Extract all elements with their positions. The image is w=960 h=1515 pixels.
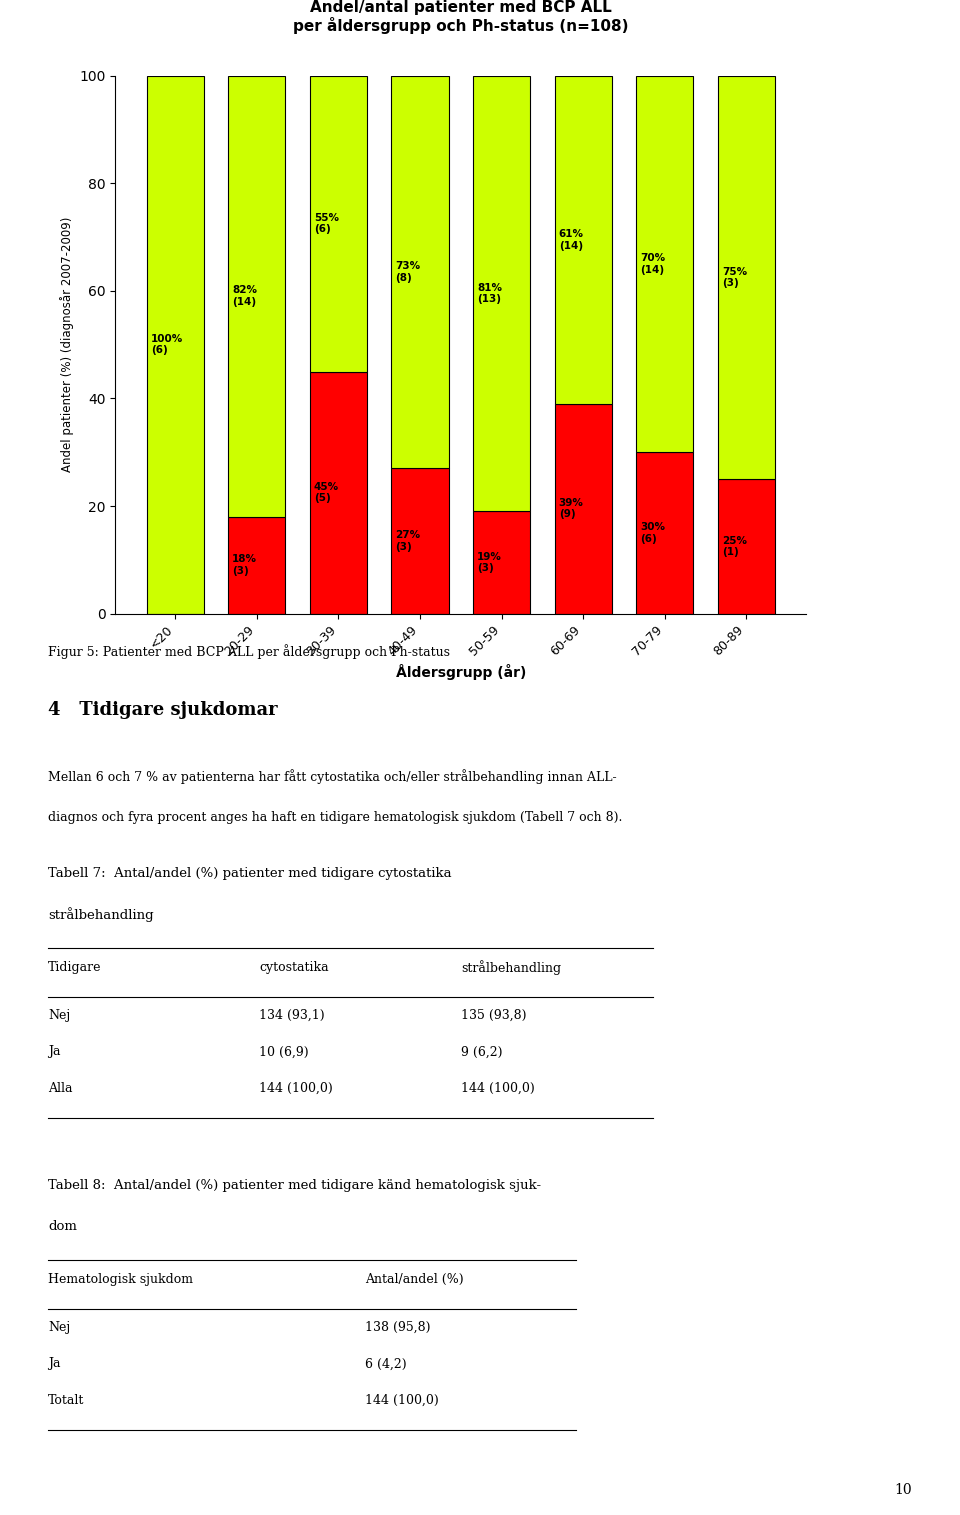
- Text: 82%
(14): 82% (14): [232, 285, 257, 308]
- Text: Tabell 7:  Antal/andel (%) patienter med tidigare cytostatika: Tabell 7: Antal/andel (%) patienter med …: [48, 867, 451, 880]
- Text: 100%
(6): 100% (6): [151, 333, 183, 356]
- Text: cytostatika: cytostatika: [259, 961, 329, 974]
- Text: 81%
(13): 81% (13): [477, 283, 502, 305]
- Text: 39%
(9): 39% (9): [559, 498, 584, 520]
- Text: Mellan 6 och 7 % av patienterna har fått cytostatika och/eller strålbehandling i: Mellan 6 och 7 % av patienterna har fått…: [48, 770, 616, 785]
- Text: Alla: Alla: [48, 1082, 73, 1095]
- Text: 4   Tidigare sjukdomar: 4 Tidigare sjukdomar: [48, 701, 277, 720]
- X-axis label: Åldersgrupp (år): Åldersgrupp (år): [396, 664, 526, 680]
- Text: 10 (6,9): 10 (6,9): [259, 1045, 309, 1059]
- Text: 10: 10: [895, 1483, 912, 1497]
- Text: 134 (93,1): 134 (93,1): [259, 1009, 324, 1023]
- Title: Andel/antal patienter med BCP ALL
per åldersgrupp och Ph-status (n=108): Andel/antal patienter med BCP ALL per ål…: [293, 0, 629, 35]
- Text: strålbehandling: strålbehandling: [461, 961, 561, 976]
- Text: 45%
(5): 45% (5): [314, 482, 339, 503]
- Text: 30%
(6): 30% (6): [640, 523, 665, 544]
- Bar: [473, 76, 530, 512]
- Text: 144 (100,0): 144 (100,0): [365, 1394, 439, 1407]
- Text: Totalt: Totalt: [48, 1394, 84, 1407]
- Text: 73%
(8): 73% (8): [396, 261, 420, 283]
- Text: 25%
(1): 25% (1): [722, 535, 747, 558]
- Bar: [147, 76, 204, 614]
- Bar: [555, 405, 612, 614]
- Text: 61%
(14): 61% (14): [559, 229, 584, 250]
- Bar: [228, 76, 285, 517]
- Bar: [718, 76, 775, 479]
- Text: Antal/andel (%): Antal/andel (%): [365, 1273, 464, 1286]
- Text: 19%
(3): 19% (3): [477, 551, 502, 573]
- Text: 75%
(3): 75% (3): [722, 267, 747, 288]
- Text: 9 (6,2): 9 (6,2): [461, 1045, 502, 1059]
- Text: Tabell 8:  Antal/andel (%) patienter med tidigare känd hematologisk sjuk-: Tabell 8: Antal/andel (%) patienter med …: [48, 1179, 541, 1192]
- Text: 144 (100,0): 144 (100,0): [461, 1082, 535, 1095]
- Text: diagnos och fyra procent anges ha haft en tidigare hematologisk sjukdom (Tabell : diagnos och fyra procent anges ha haft e…: [48, 811, 622, 824]
- Bar: [473, 512, 530, 614]
- Text: 27%
(3): 27% (3): [396, 530, 420, 551]
- Y-axis label: Andel patienter (%) (diagnosår 2007-2009): Andel patienter (%) (diagnosår 2007-2009…: [60, 217, 74, 473]
- Text: 135 (93,8): 135 (93,8): [461, 1009, 526, 1023]
- Bar: [636, 76, 693, 451]
- Text: 6 (4,2): 6 (4,2): [365, 1357, 406, 1371]
- Text: Hematologisk sjukdom: Hematologisk sjukdom: [48, 1273, 193, 1286]
- Text: Ja: Ja: [48, 1045, 60, 1059]
- Text: Tidigare: Tidigare: [48, 961, 102, 974]
- Text: Nej: Nej: [48, 1009, 70, 1023]
- Bar: [555, 76, 612, 405]
- Bar: [636, 451, 693, 614]
- Bar: [392, 468, 448, 614]
- Text: Ja: Ja: [48, 1357, 60, 1371]
- Text: strålbehandling: strålbehandling: [48, 907, 154, 923]
- Bar: [310, 371, 367, 614]
- Bar: [310, 76, 367, 371]
- Text: 144 (100,0): 144 (100,0): [259, 1082, 333, 1095]
- Text: Nej: Nej: [48, 1321, 70, 1335]
- Text: 55%
(6): 55% (6): [314, 212, 339, 235]
- Text: Figur 5: Patienter med BCP ALL per åldersgrupp och Ph-status: Figur 5: Patienter med BCP ALL per ålder…: [48, 644, 450, 659]
- Text: dom: dom: [48, 1220, 77, 1233]
- Bar: [718, 479, 775, 614]
- Text: 70%
(14): 70% (14): [640, 253, 665, 274]
- Bar: [392, 76, 448, 468]
- Bar: [228, 517, 285, 614]
- Text: 18%
(3): 18% (3): [232, 554, 257, 576]
- Text: 138 (95,8): 138 (95,8): [365, 1321, 430, 1335]
